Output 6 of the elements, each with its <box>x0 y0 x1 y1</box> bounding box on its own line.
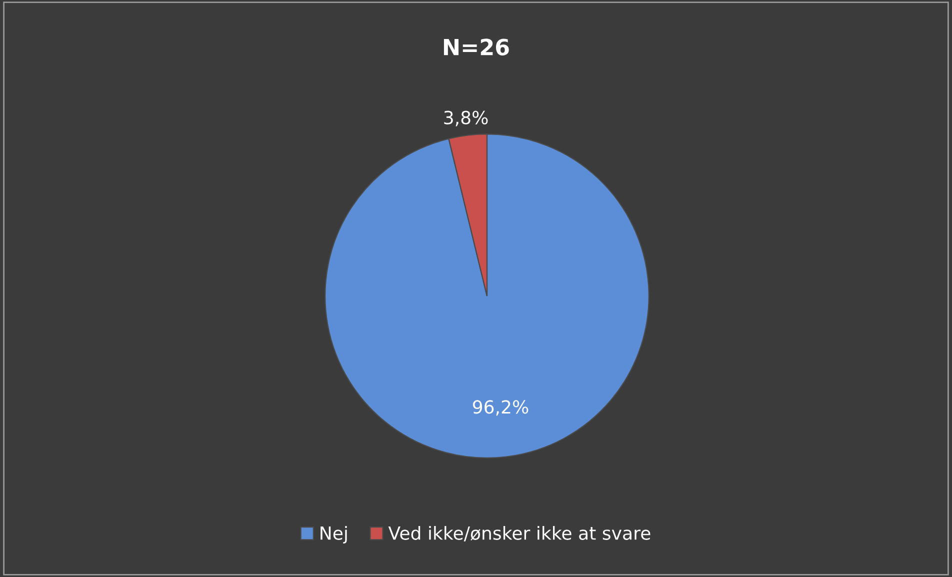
legend-label: Nej <box>320 526 347 544</box>
chart-title: N=26 <box>444 38 509 56</box>
pie-slice <box>324 134 650 458</box>
data-label: 3,8% <box>444 110 488 126</box>
legend-label: Ved ikke/ønsker ikke at svare <box>388 526 650 542</box>
data-label: 96,2% <box>472 400 528 416</box>
